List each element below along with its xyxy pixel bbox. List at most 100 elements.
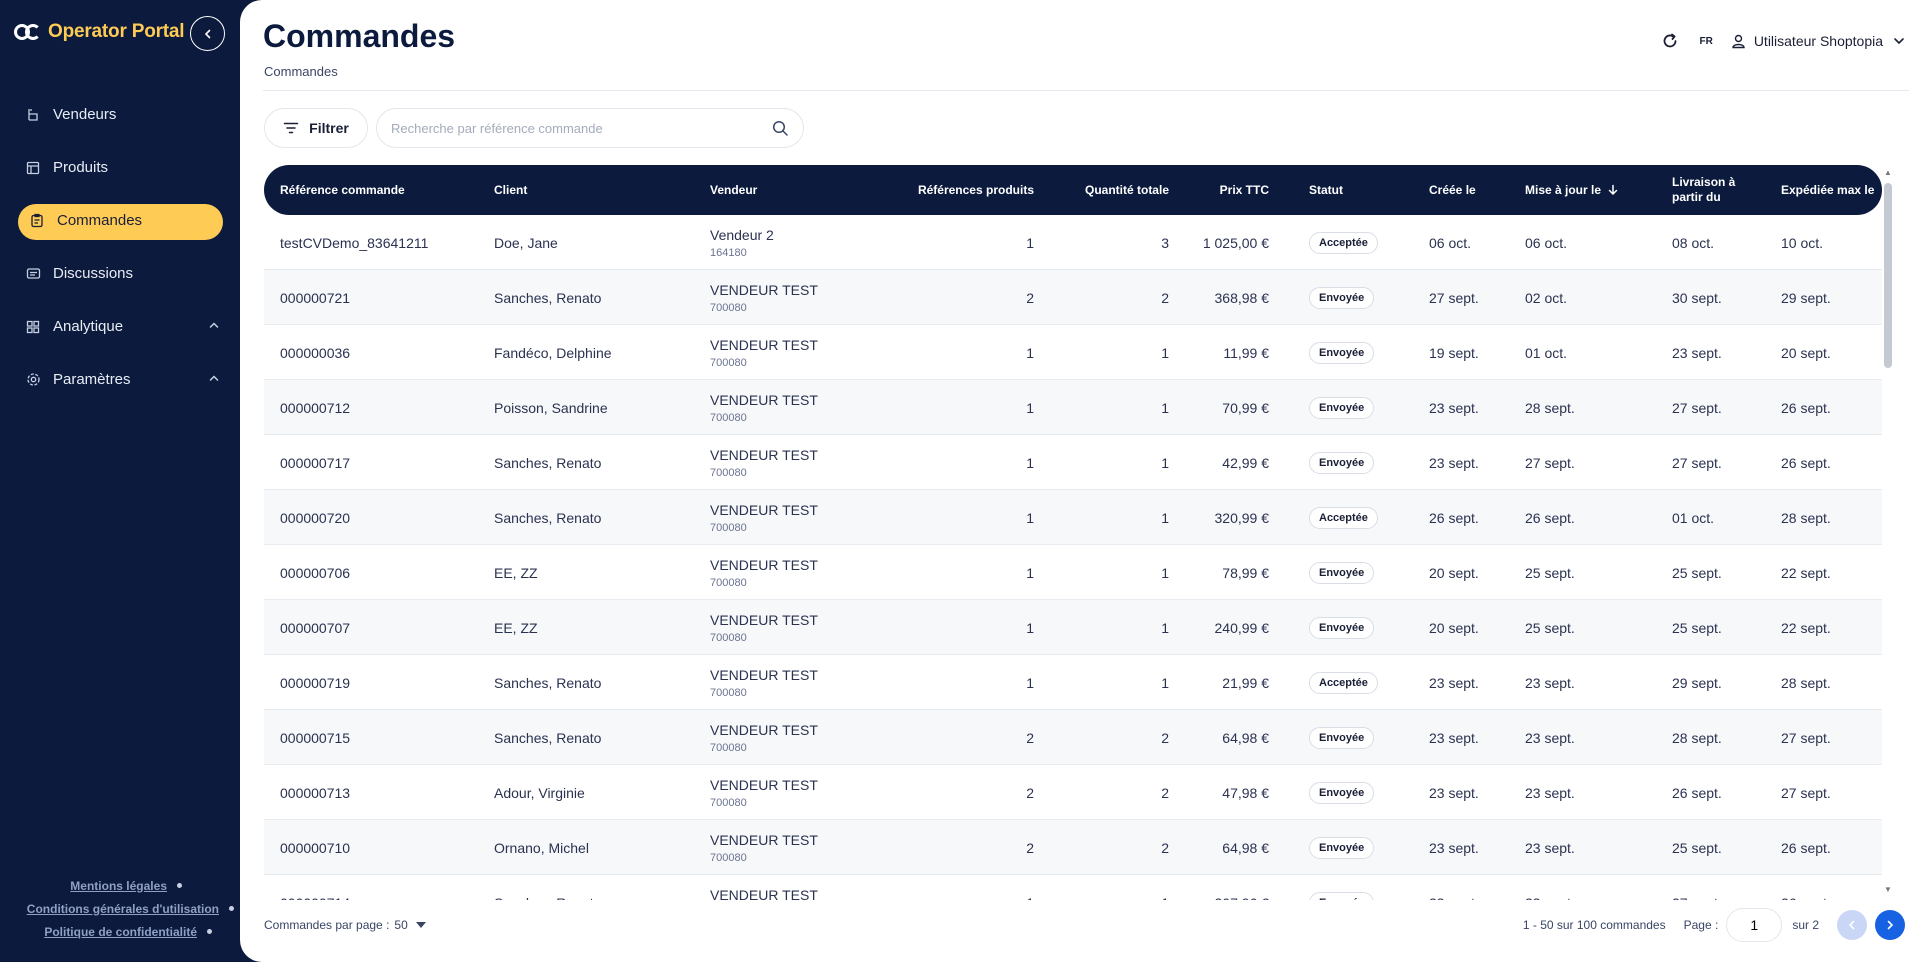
cell-creee: 20 sept. [1429, 619, 1479, 636]
table-row[interactable]: 000000713 Adour, Virginie VENDEUR TEST 7000… [264, 765, 1882, 820]
status-badge: Acceptée [1309, 671, 1378, 694]
cell-livraison: 25 sept. [1672, 564, 1722, 581]
cell-quantite: 1 [1161, 344, 1169, 361]
table-row[interactable]: 000000712 Poisson, Sandrine VENDEUR TEST 70… [264, 380, 1882, 435]
cell-reference: 000000710 [280, 839, 351, 856]
filter-label: Filtrer [309, 120, 349, 136]
col-header-reference[interactable]: Référence commande [280, 182, 405, 197]
chat-icon [25, 266, 41, 282]
scrollbar-thumb[interactable] [1884, 183, 1892, 368]
col-header-mise-a-jour[interactable]: Mise à jour le [1525, 165, 1665, 215]
cell-quantite: 1 [1161, 564, 1169, 581]
legal-link-privacy[interactable]: Politique de confidentialité [0, 920, 240, 943]
cell-vendeur: VENDEUR TEST 700080 [710, 765, 890, 820]
cell-creee: 23 sept. [1429, 784, 1479, 801]
cell-quantite: 2 [1161, 729, 1169, 746]
vendor-name: VENDEUR TEST [710, 721, 818, 738]
chevron-up-icon[interactable] [208, 372, 220, 384]
cell-expediee: 26 sept. [1781, 839, 1831, 856]
chevron-up-icon[interactable] [208, 319, 220, 331]
table-row[interactable]: 000000706 EE, ZZ VENDEUR TEST 700080 1 1 78,99… [264, 545, 1882, 600]
vendor-name: VENDEUR TEST [710, 281, 818, 298]
vendor-name: VENDEUR TEST [710, 501, 818, 518]
cell-vendeur: Vendeur 2 164180 [710, 215, 890, 270]
legal-link-mentions[interactable]: Mentions légales [0, 874, 240, 897]
cell-client: Sanches, Renato [494, 289, 602, 306]
vendor-id: 700080 [710, 411, 747, 424]
caret-down-icon[interactable] [415, 922, 426, 928]
table-row[interactable]: 000000715 Sanches, Renato VENDEUR TEST 7000… [264, 710, 1882, 765]
col-header-statut[interactable]: Statut [1309, 182, 1343, 197]
col-header-vendeur[interactable]: Vendeur [710, 182, 758, 197]
col-header-prix[interactable]: Prix TTC [1219, 182, 1269, 197]
table-row[interactable]: 000000036 Fandéco, Delphine VENDEUR TEST 70… [264, 325, 1882, 380]
chevron-left-icon [204, 29, 210, 38]
status-badge: Envoyée [1309, 341, 1375, 364]
vendor-id: 700080 [710, 686, 747, 699]
filter-icon [283, 122, 299, 134]
per-page-control: Commandes par page : 50 [264, 918, 426, 932]
chevron-right-icon [1887, 920, 1894, 930]
collapse-sidebar-button[interactable] [190, 16, 225, 51]
sidebar-item-analytique[interactable]: Analytique [0, 300, 240, 353]
cell-mise-a-jour: 26 sept. [1525, 509, 1575, 526]
cell-expediee: 22 sept. [1781, 619, 1831, 636]
vendor-id: 164180 [710, 246, 747, 259]
sidebar-item-commandes[interactable]: Commandes [0, 194, 240, 247]
cell-vendeur: VENDEUR TEST 700080 [710, 820, 890, 875]
language-selector[interactable]: FR [1699, 35, 1713, 47]
col-header-livraison[interactable]: Livraison à partir du [1672, 175, 1736, 204]
status-badge: Acceptée [1309, 231, 1378, 254]
cell-mise-a-jour: 02 oct. [1525, 289, 1568, 306]
status-badge: Envoyée [1309, 726, 1375, 749]
user-menu[interactable]: Utilisateur Shoptopia [1731, 33, 1905, 49]
cell-livraison: 01 oct. [1672, 509, 1715, 526]
table-row[interactable]: 000000717 Sanches, Renato VENDEUR TEST 7000… [264, 435, 1882, 490]
vendor-id: 700080 [710, 851, 747, 864]
col-header-references-produits[interactable]: Références produits [917, 182, 1034, 197]
vendor-name: Vendeur 2 [710, 226, 774, 243]
col-header-creee[interactable]: Créée le [1429, 182, 1476, 197]
previous-page-button[interactable] [1837, 910, 1867, 940]
sidebar-item-discussions[interactable]: Discussions [0, 247, 240, 300]
vendor-name: VENDEUR TEST [710, 886, 818, 901]
status-badge: Envoyée [1309, 396, 1375, 419]
refresh-button[interactable] [1659, 30, 1681, 52]
col-header-quantite[interactable]: Quantité totale [1084, 182, 1169, 197]
vendor-name: VENDEUR TEST [710, 446, 818, 463]
table-row[interactable]: 000000719 Sanches, Renato VENDEUR TEST 7000… [264, 655, 1882, 710]
table-row[interactable]: testCVDemo_83641211 Doe, Jane Vendeur 2 164… [264, 215, 1882, 270]
sidebar-item-vendeurs[interactable]: Vendeurs [0, 88, 240, 141]
filter-button[interactable]: Filtrer [264, 108, 368, 148]
page-input[interactable] [1726, 908, 1783, 942]
sidebar-item-parametres[interactable]: Paramètres [0, 353, 240, 406]
cell-statut: Acceptée [1309, 215, 1409, 270]
next-page-button[interactable] [1875, 910, 1905, 940]
col-header-expediee[interactable]: Expédiée max le [1781, 182, 1875, 197]
table-row[interactable]: 000000721 Sanches, Renato VENDEUR TEST 7000… [264, 270, 1882, 325]
scroll-down-icon[interactable]: ▼ [1884, 885, 1892, 894]
table-row[interactable]: 000000714 Sanches, Renato VENDEUR TEST7000… [264, 875, 1882, 900]
table-row[interactable]: 000000707 EE, ZZ VENDEUR TEST 700080 1 1 240,9… [264, 600, 1882, 655]
search-input[interactable] [391, 120, 772, 136]
active-highlight [18, 204, 223, 240]
sidebar-item-produits[interactable]: Produits [0, 141, 240, 194]
breadcrumb[interactable]: Commandes [264, 64, 338, 79]
legal-link-cgu[interactable]: Conditions générales d'utilisation [0, 897, 240, 920]
cell-client: Sanches, Renato [494, 875, 694, 901]
vendor-name: VENDEUR TEST [710, 611, 818, 628]
table-row[interactable]: 000000720 Sanches, Renato VENDEUR TEST 7000… [264, 490, 1882, 545]
cell-mise-a-jour: 28 sept. [1525, 399, 1575, 416]
status-badge: Envoyée [1309, 891, 1375, 900]
scroll-up-icon[interactable]: ▲ [1884, 168, 1892, 177]
col-header-client[interactable]: Client [494, 182, 528, 197]
search-icon[interactable] [772, 120, 789, 137]
logo-text: Operator Portal [48, 21, 185, 42]
refresh-icon [1664, 33, 1677, 48]
cell-prix: 47,98 € [1222, 784, 1269, 801]
per-page-select[interactable]: 50 [394, 918, 408, 932]
table-scrollbar[interactable]: ▲ ▼ [1881, 168, 1895, 900]
cell-mise-a-jour: 23 sept. [1525, 839, 1575, 856]
logo[interactable]: Operator Portal [14, 18, 185, 46]
table-row[interactable]: 000000710 Ornano, Michel VENDEUR TEST 70008… [264, 820, 1882, 875]
